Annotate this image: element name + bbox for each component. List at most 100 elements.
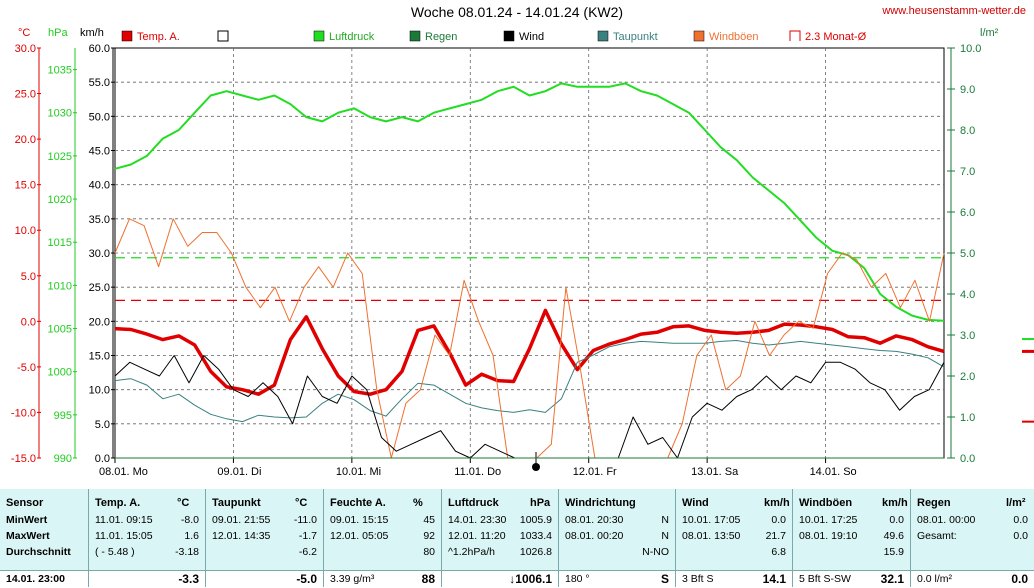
cell-value: -1.7 [298, 530, 317, 542]
cell-value: N-NO [642, 546, 669, 558]
axis-tick-pressure: 1035 [48, 65, 72, 77]
row-label: MaxWert [6, 530, 50, 542]
table-column-gust [793, 489, 911, 587]
axis-unit-wind: km/h [80, 27, 104, 39]
axis-tick-rain: 9.0 [960, 84, 975, 96]
current-detail: 3 Bft S [682, 573, 714, 585]
current-value-temp: -3.3 [178, 572, 199, 586]
current-detail: 3.39 g/m³ [330, 573, 375, 585]
axis-tick-wind: 45.0 [89, 146, 110, 158]
axis-tick-wind: 25.0 [89, 282, 110, 294]
cell-time: 10.01. 17:25 [799, 514, 858, 526]
column-unit-rain: l/m² [1006, 497, 1026, 509]
cell-value: 6.8 [771, 546, 786, 558]
cell-time: 08.01. 20:30 [565, 514, 624, 526]
legend-label: Luftdruck [329, 31, 375, 43]
legend-swatch [409, 30, 421, 42]
cell-value: -3.18 [175, 546, 199, 558]
current-value-rain: 0.0 [1011, 572, 1028, 586]
cell-value: 0.0 [1013, 514, 1028, 526]
table-column-hum [324, 489, 442, 587]
cell-value: 49.6 [883, 530, 904, 542]
legend-swatch [693, 30, 705, 42]
x-tick-label: 10.01. Mi [336, 466, 381, 478]
axis-tick-rain: 0.0 [960, 453, 975, 465]
legend-swatch [313, 30, 325, 42]
weather-chart: 08.01. Mo 09.01. Di 10.01. Mi 11.01. Do 12.0… [11, 27, 1034, 478]
column-header-temp: Temp. A. [95, 497, 141, 509]
table-column-wdir [559, 489, 676, 587]
column-unit-temp: °C [177, 497, 190, 509]
axis-tick-pressure: 1025 [48, 151, 72, 163]
cell-value: 21.7 [765, 530, 786, 542]
column-header-dew: Taupunkt [212, 497, 261, 509]
current-time: 14.01. 23:00 [6, 573, 65, 585]
axis-tick-wind: 60.0 [89, 43, 110, 55]
cell-value: 45 [423, 514, 435, 526]
table-column-wind [676, 489, 793, 587]
axis-tick-rain: 4.0 [960, 289, 975, 301]
axis-tick-temp: 0.0 [21, 316, 36, 328]
row-label: Durchschnitt [6, 546, 71, 558]
axis-tick-wind: 30.0 [89, 248, 110, 260]
axis-tick-wind: 40.0 [89, 180, 110, 192]
time-marker [532, 463, 540, 471]
axis-tick-pressure: 995 [54, 410, 72, 422]
column-unit-dew: °C [295, 497, 308, 509]
column-header-hum: Feuchte A. [330, 497, 386, 509]
axis-tick-wind: 55.0 [89, 77, 110, 89]
cell-time: 09.01. 21:55 [212, 514, 271, 526]
axis-unit-pressure: hPa [48, 27, 68, 39]
axis-tick-temp: 25.0 [15, 89, 36, 101]
current-value-gust: 32.1 [880, 572, 904, 586]
axis-tick-pressure: 1000 [48, 367, 72, 379]
cell-time: 11.01. 15:05 [95, 530, 153, 542]
legend-swatch [597, 30, 609, 42]
legend-layer: Temp. A. Luftdruck Regen Wind Taupunkt Windbö… [121, 30, 867, 43]
table-column-dew [206, 489, 324, 587]
axis-tick-rain: 7.0 [960, 166, 975, 178]
x-tick-label: 11.01. Do [454, 466, 501, 478]
series-layer [114, 82, 945, 459]
x-tick-label: 08.01. Mo [99, 466, 148, 478]
axis-tick-pressure: 1015 [48, 237, 72, 249]
column-header-pres: Luftdruck [448, 497, 499, 509]
legend-swatch [217, 30, 229, 42]
current-value-pres: ↓1006.1 [509, 572, 552, 586]
x-tick-label: 13.01. Sa [691, 466, 739, 478]
axis-tick-pressure: 1030 [48, 108, 72, 120]
legend-label: Wind [519, 31, 544, 43]
cell-value: 0.0 [771, 514, 786, 526]
x-tick-label: 14.01. So [810, 466, 857, 478]
axes-layer: 08.01. Mo 09.01. Di 10.01. Mi 11.01. Do 12.0… [11, 27, 1034, 478]
current-value-wdir: S [660, 572, 669, 586]
cell-value: 1026.8 [519, 546, 552, 558]
cell-time: 11.01. 09:15 [95, 514, 153, 526]
axis-tick-temp: 30.0 [15, 43, 36, 55]
axis-tick-pressure: 990 [54, 453, 72, 465]
axis-tick-temp: -5.0 [17, 362, 36, 374]
column-header-wind: Wind [682, 497, 709, 509]
axis-tick-temp: 20.0 [15, 134, 36, 146]
legend-swatch [789, 30, 801, 41]
legend-swatch [503, 30, 515, 42]
cell-time: 10.01. 17:05 [682, 514, 741, 526]
series-temp [114, 308, 945, 396]
axis-tick-pressure: 1005 [48, 324, 72, 336]
axis-unit-temp: °C [18, 27, 30, 39]
site-url[interactable]: www.heusenstamm-wetter.de [882, 5, 1026, 17]
grid-layer [115, 48, 944, 458]
axis-tick-temp: 15.0 [15, 180, 36, 192]
axis-tick-wind: 35.0 [89, 214, 110, 226]
axis-tick-rain: 5.0 [960, 248, 975, 260]
axis-tick-rain: 1.0 [960, 412, 975, 424]
cell-time: 08.01. 13:50 [682, 530, 741, 542]
axis-tick-wind: 15.0 [89, 351, 110, 363]
cell-value: -6.2 [298, 546, 317, 558]
x-tick-label: 09.01. Di [217, 466, 261, 478]
cell-time: 14.01. 23:30 [448, 514, 507, 526]
cell-time: 08.01. 00:20 [565, 530, 624, 542]
cell-time: ( - 5.48 ) [95, 546, 135, 558]
axis-tick-temp: -15.0 [11, 453, 36, 465]
current-value-hum: 88 [421, 572, 435, 586]
